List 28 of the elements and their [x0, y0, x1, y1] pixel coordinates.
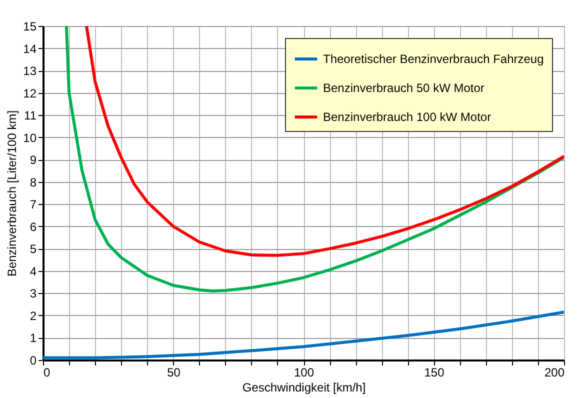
- y-tick-label: 14: [23, 42, 37, 56]
- legend-label: Theoretischer Benzinverbrauch Fahrzeug: [323, 52, 544, 66]
- y-tick-label: 7: [30, 198, 37, 212]
- y-tick-label: 12: [23, 86, 37, 100]
- x-axis-title: Geschwindigkeit [km/h]: [242, 380, 366, 394]
- x-tick-label: 50: [167, 366, 181, 380]
- y-tick-label: 4: [30, 264, 37, 278]
- x-tick-label: 200: [544, 366, 565, 380]
- y-tick-label: 8: [30, 175, 37, 190]
- line-series: [64, 26, 564, 292]
- y-tick-label: 10: [23, 130, 37, 145]
- y-tick-label: 3: [30, 286, 37, 301]
- y-tick-label: 15: [23, 20, 37, 34]
- line-series: [85, 26, 564, 257]
- y-tick-label: 13: [23, 64, 37, 78]
- y-tick-label: 2: [30, 308, 37, 323]
- legend-label: Benzinverbrauch 100 kW Motor: [323, 110, 492, 124]
- x-tick-label: 100: [294, 366, 314, 380]
- x-tick-label: 0: [44, 366, 50, 380]
- y-tick-label: 1: [30, 331, 37, 346]
- legend-label: Benzinverbrauch 50 kW Motor: [323, 81, 484, 95]
- x-tick-label: 150: [424, 366, 445, 380]
- y-tick-label: 0: [30, 354, 37, 368]
- y-tick-label: 9: [30, 153, 37, 168]
- y-tick-label: 5: [30, 242, 37, 256]
- y-axis-title: Benzinverbrauch [Liter/100 km]: [5, 110, 20, 277]
- y-tick-label: 11: [24, 108, 37, 123]
- y-tick-label: 6: [30, 220, 37, 234]
